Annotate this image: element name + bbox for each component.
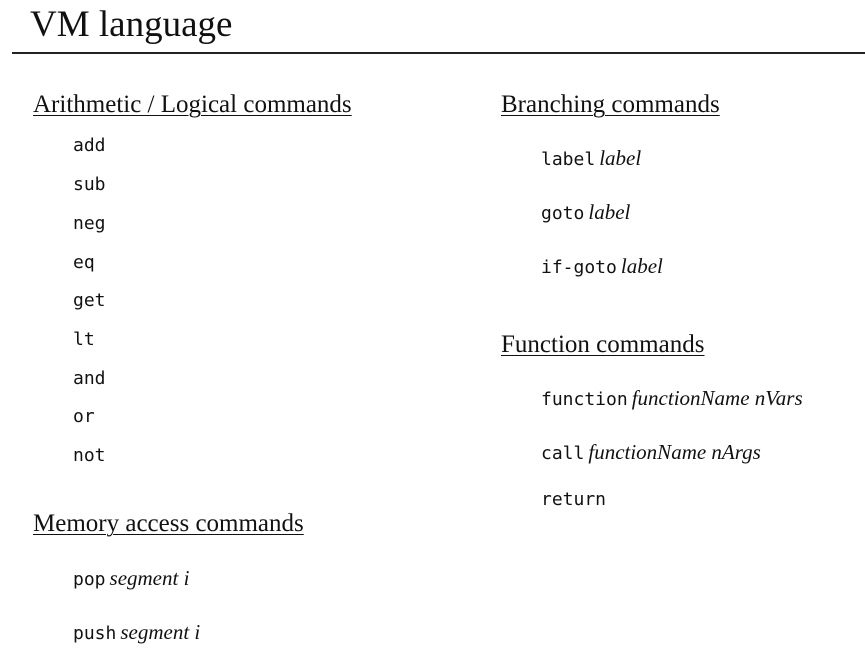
command-args: label <box>588 200 631 224</box>
arithmetic-command: get <box>73 290 106 311</box>
arithmetic-command: not <box>73 445 106 466</box>
memory-command: pop segment i <box>73 566 189 593</box>
arithmetic-command: and <box>73 368 106 389</box>
command-keyword: function <box>541 389 628 410</box>
memory-command: push segment i <box>73 620 200 647</box>
command-args: label <box>599 146 642 170</box>
branching-heading: Branching commands <box>501 91 720 118</box>
command-keyword: label <box>541 149 596 170</box>
arithmetic-heading: Arithmetic / Logical commands <box>33 91 352 118</box>
title-divider <box>12 52 865 54</box>
command-keyword: goto <box>541 203 585 224</box>
branching-command: goto label <box>541 200 630 227</box>
arithmetic-command: lt <box>73 329 95 350</box>
page-title: VM language <box>30 4 233 45</box>
arithmetic-command: add <box>73 135 106 156</box>
command-keyword: pop <box>73 569 106 590</box>
branching-command: if-goto label <box>541 254 663 281</box>
arithmetic-command: or <box>73 406 95 427</box>
command-args: segment i <box>120 620 201 644</box>
function-command: call functionName nArgs <box>541 440 761 467</box>
command-keyword: if-goto <box>541 257 617 278</box>
command-args: functionName nArgs <box>588 440 761 464</box>
command-keyword: return <box>541 489 607 510</box>
memory-heading: Memory access commands <box>33 510 304 537</box>
command-keyword: call <box>541 443 585 464</box>
arithmetic-command: neg <box>73 213 106 234</box>
branching-command: label label <box>541 146 641 173</box>
function-command: return <box>541 488 606 513</box>
command-keyword: push <box>73 623 117 644</box>
command-args: functionName nVars <box>631 386 803 410</box>
arithmetic-command: sub <box>73 174 106 195</box>
command-args: label <box>620 254 663 278</box>
function-command: function functionName nVars <box>541 386 803 413</box>
function-heading: Function commands <box>501 331 705 358</box>
arithmetic-command: eq <box>73 252 95 273</box>
command-args: segment i <box>109 566 190 590</box>
